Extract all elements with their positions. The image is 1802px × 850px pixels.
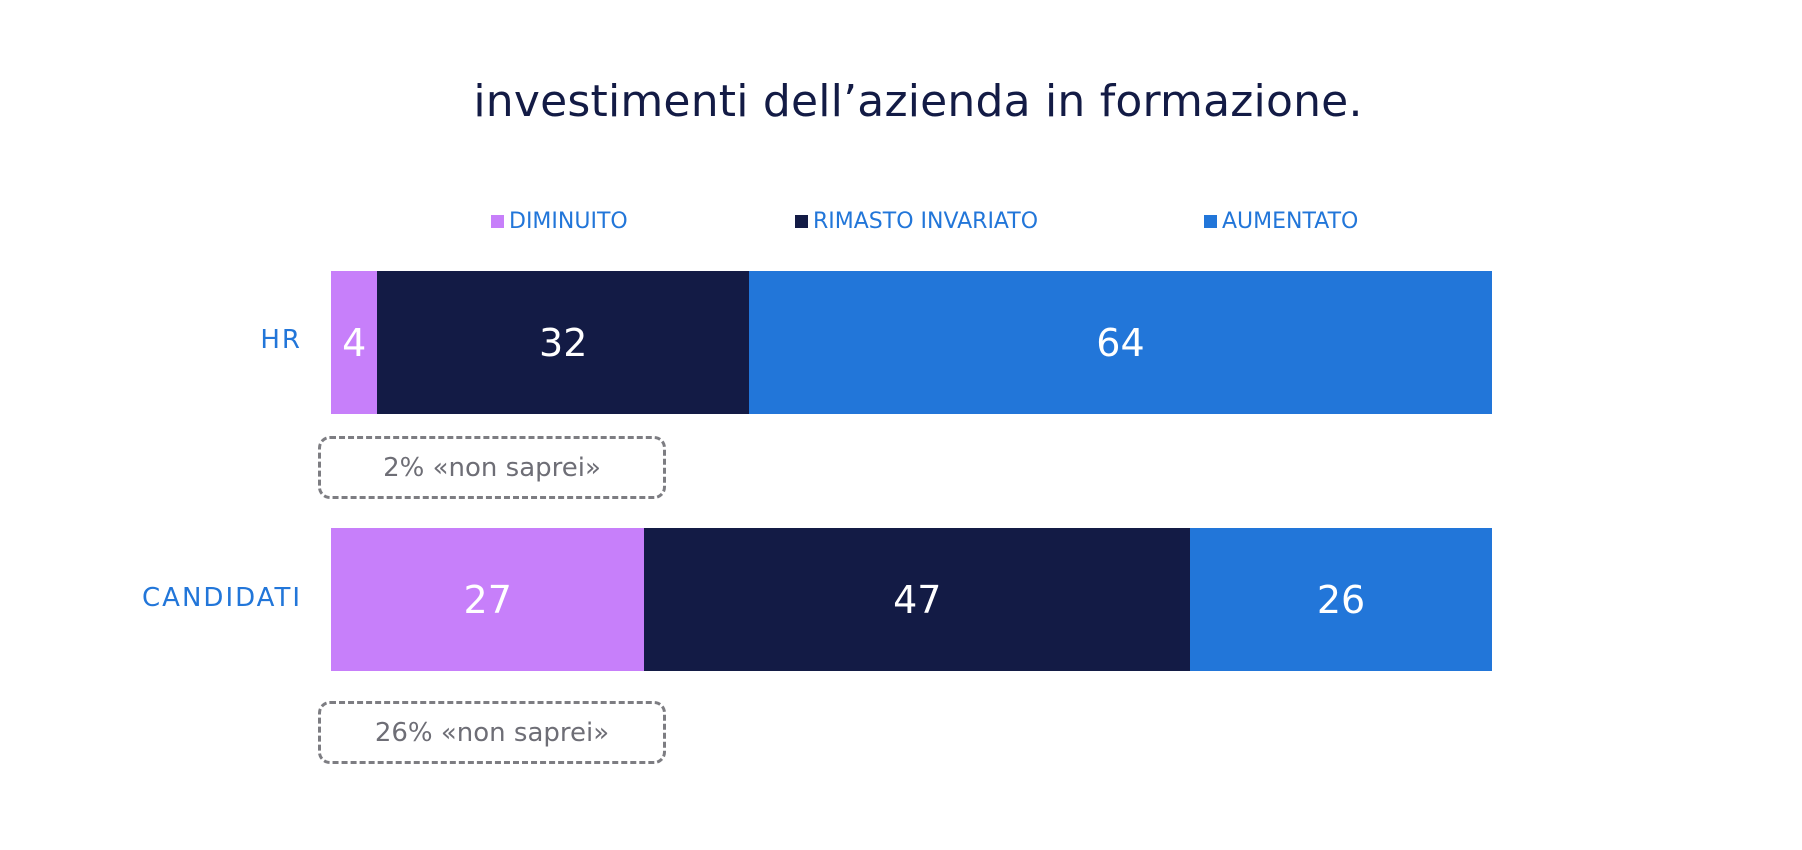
legend-label-diminuito: DIMINUITO bbox=[509, 208, 628, 234]
note-candidati: 26% «non saprei» bbox=[318, 701, 666, 764]
data-label-hr-diminuito: 4 bbox=[342, 320, 367, 365]
chart-title: investimenti dell’azienda in formazione. bbox=[473, 76, 1363, 127]
legend-label-rimasto-invariato: RIMASTO INVARIATO bbox=[813, 208, 1039, 234]
category-label-hr: HR bbox=[260, 325, 302, 355]
data-label-candidati-diminuito: 27 bbox=[463, 577, 512, 622]
legend-item-aumentato: AUMENTATO bbox=[1204, 206, 1358, 236]
bar-segment-candidati-aumentato: 26 bbox=[1190, 528, 1492, 671]
bar-segment-hr-aumentato: 64 bbox=[748, 271, 1492, 414]
bar-hr: 4 32 64 bbox=[331, 271, 1492, 414]
bar-candidati: 27 47 26 bbox=[331, 528, 1492, 671]
legend-item-diminuito: DIMINUITO bbox=[491, 206, 628, 236]
legend-swatch-rimasto-invariato bbox=[795, 214, 808, 228]
note-hr: 2% «non saprei» bbox=[318, 436, 666, 499]
legend-item-rimasto-invariato: RIMASTO INVARIATO bbox=[795, 206, 1038, 236]
data-label-hr-aumentato: 64 bbox=[1096, 320, 1145, 365]
bar-segment-candidati-diminuito: 27 bbox=[331, 528, 645, 671]
bar-segment-hr-diminuito: 4 bbox=[331, 271, 378, 414]
data-label-hr-rimasto-invariato: 32 bbox=[539, 320, 588, 365]
legend-label-aumentato: AUMENTATO bbox=[1222, 208, 1359, 234]
data-label-candidati-rimasto-invariato: 47 bbox=[893, 577, 942, 622]
legend-swatch-aumentato bbox=[1204, 214, 1217, 228]
legend-swatch-diminuito bbox=[491, 214, 504, 228]
bar-segment-hr-rimasto-invariato: 32 bbox=[377, 271, 749, 414]
data-label-candidati-aumentato: 26 bbox=[1316, 577, 1366, 622]
category-label-candidati: CANDIDATI bbox=[142, 583, 302, 613]
bar-segment-candidati-rimasto-invariato: 47 bbox=[644, 528, 1191, 671]
